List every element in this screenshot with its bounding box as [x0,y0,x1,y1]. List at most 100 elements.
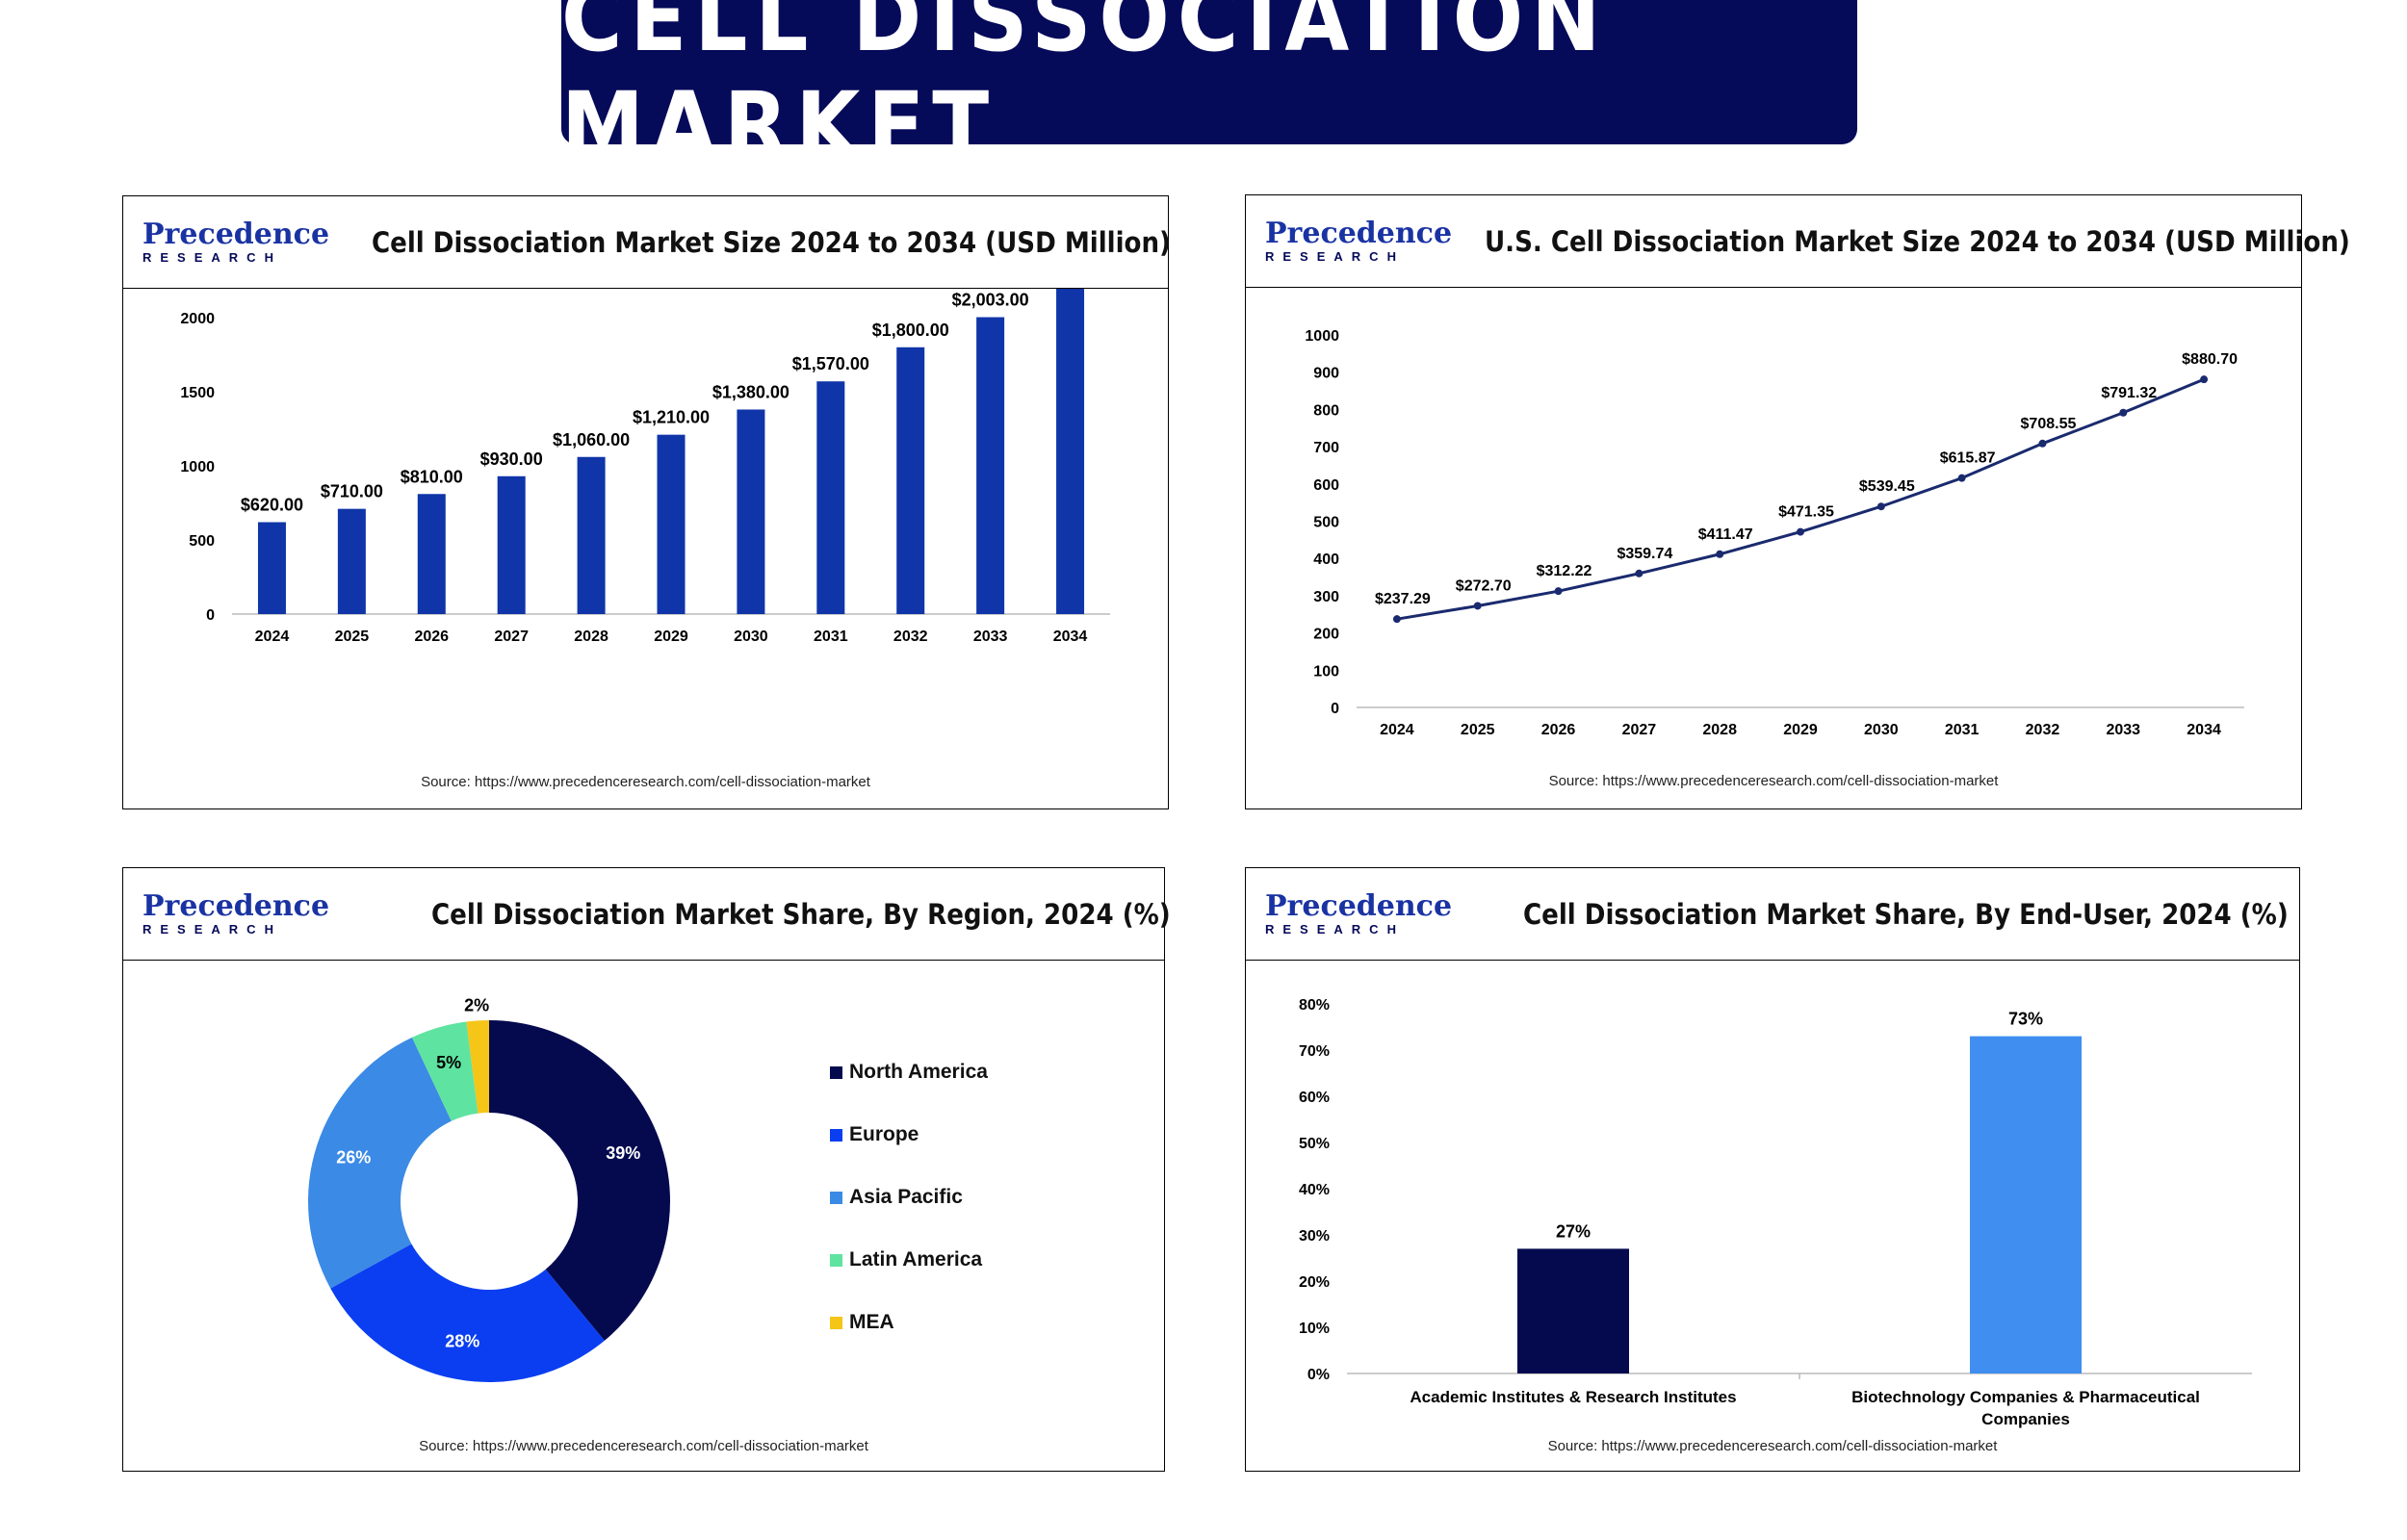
data-point [1473,602,1482,610]
data-point [1635,569,1643,578]
x-tick-label: 2027 [494,629,529,645]
bar [257,522,286,614]
x-tick-label: 2027 [1622,722,1657,738]
pie-slice [411,1021,479,1121]
x-tick-label: 2033 [2106,722,2140,738]
y-tick-label: 30% [1299,1228,1330,1245]
y-tick-label: 2000 [180,311,215,327]
region-share-donut-chart: 39% 28% 26% 5% 2% North America Europe Asia Pac… [307,995,988,1382]
data-label: $272.70 [1456,578,1512,594]
x-tick-label: 2026 [1541,722,1576,738]
y-tick-label: 800 [1313,402,1339,419]
y-tick-label: 10% [1299,1321,1330,1337]
legend-label: North America [849,1061,988,1083]
y-tick-label: 50% [1299,1136,1330,1152]
y-tick-label: 100 [1313,663,1339,680]
y-tick-label: 0 [206,607,215,624]
bar [1970,1036,2082,1373]
x-tick-label: 2024 [1380,722,1414,738]
legend-swatch [830,1129,842,1142]
x-tick-label: 2033 [973,629,1008,645]
precedence-logo: Precedence RESEARCH [142,889,330,937]
pie-slice [307,1037,452,1289]
x-tick-label: Academic Institutes & Research Institute… [1410,1388,1736,1406]
y-tick-label: 40% [1299,1182,1330,1198]
data-label: $1,570.00 [792,354,869,373]
y-tick-label: 400 [1313,552,1339,568]
pie-slice [489,1020,670,1341]
y-tick-label: 600 [1313,477,1339,494]
pie-slice [330,1244,605,1382]
bar [896,346,925,614]
data-label: $471.35 [1778,504,1834,521]
data-point [2200,375,2209,384]
x-tick-label: Biotechnology Companies & Pharmaceutical [1851,1388,2200,1406]
data-point [1392,615,1401,624]
data-label: $880.70 [2182,351,2238,368]
bar [816,381,845,614]
y-tick-label: 1000 [1305,328,1339,345]
end-user-share-panel: Precedence RESEARCH Cell Dissociation Ma… [1245,867,2300,1472]
banner: CELL DISSOCIATION MARKET [561,0,1857,180]
y-tick-label: 70% [1299,1043,1330,1060]
data-label: $359.74 [1617,546,1672,562]
y-tick-label: 700 [1313,440,1339,456]
panel-header: Precedence RESEARCH Cell Dissociation Ma… [1246,868,2299,961]
y-tick-label: 80% [1299,997,1330,1014]
y-tick-label: 200 [1313,627,1339,643]
data-label: $791.32 [2101,385,2157,401]
x-tick-label: 2032 [2026,722,2060,738]
bar [1517,1248,1629,1373]
bar [1056,289,1085,614]
slice-label: 28% [445,1331,479,1350]
legend-swatch [830,1254,842,1267]
source-note: Source: https://www.precedenceresearch.c… [1548,773,1999,789]
x-tick-label: Companies [1981,1410,2070,1428]
data-label: 27% [1556,1221,1591,1241]
region-share-panel: Precedence RESEARCH Cell Dissociation Ma… [122,867,1171,1472]
y-tick-label: 1500 [180,385,215,401]
legend-label: Asia Pacific [849,1186,963,1208]
data-label: $810.00 [401,467,463,486]
x-tick-label: 2029 [1783,722,1818,738]
us-market-size-panel: Precedence RESEARCH U.S. Cell Dissociati… [1245,194,2350,809]
data-point [1797,527,1804,536]
x-tick-label: 2025 [335,629,370,645]
panel-header: Precedence RESEARCH U.S. Cell Dissociati… [1246,195,2350,288]
pie-slice [466,1020,489,1114]
x-tick-label: 2031 [814,629,848,645]
data-label: $615.87 [1940,450,1996,467]
x-tick-label: 2028 [1702,722,1737,738]
x-tick-label: 2025 [1461,722,1495,738]
y-tick-label: 500 [1313,515,1339,531]
y-tick-label: 500 [189,533,215,550]
data-point [1716,550,1724,558]
x-tick-label: 2030 [734,629,768,645]
y-tick-label: 0 [1331,701,1339,717]
precedence-logo: Precedence RESEARCH [1265,889,1453,937]
data-point [2119,408,2128,417]
data-point [1876,502,1885,511]
data-label: $930.00 [480,449,543,469]
chart-title: Cell Dissociation Market Share, By End-U… [1523,897,2289,931]
chart-title: Cell Dissociation Market Share, By Regio… [431,897,1171,931]
legend-swatch [830,1066,842,1079]
data-label: $539.45 [1859,478,1915,495]
bar [497,475,526,614]
legend-swatch [830,1317,842,1329]
slice-label: 5% [436,1053,461,1072]
x-tick-label: 2029 [654,629,688,645]
y-tick-label: 60% [1299,1090,1330,1106]
x-tick-label: 2031 [1945,722,1980,738]
data-label: $710.00 [321,482,383,501]
legend-label: Latin America [849,1248,982,1270]
precedence-logo: Precedence RESEARCH [142,218,330,266]
bar [737,409,765,614]
bar [976,317,1005,614]
y-tick-label: 0% [1307,1367,1330,1383]
x-tick-label: 2024 [255,629,290,645]
slice-label: 26% [336,1147,371,1167]
y-tick-label: 20% [1299,1274,1330,1291]
slice-label: 2% [464,995,489,1014]
precedence-logo: Precedence RESEARCH [1265,217,1453,265]
